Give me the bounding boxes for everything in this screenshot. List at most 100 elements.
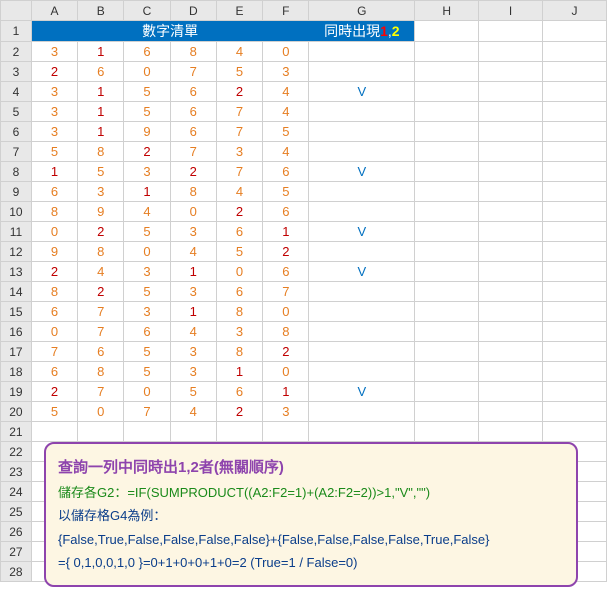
result-cell[interactable]: [309, 242, 415, 262]
row-header[interactable]: 27: [1, 542, 32, 562]
data-cell[interactable]: 8: [216, 342, 262, 362]
data-cell[interactable]: 3: [124, 262, 170, 282]
data-cell[interactable]: 0: [78, 402, 124, 422]
result-cell[interactable]: [309, 182, 415, 202]
row-header[interactable]: 8: [1, 162, 32, 182]
data-cell[interactable]: 3: [170, 222, 216, 242]
row-header[interactable]: 16: [1, 322, 32, 342]
data-cell[interactable]: 1: [78, 42, 124, 62]
cell[interactable]: [542, 182, 606, 202]
col-header-F[interactable]: F: [263, 1, 309, 21]
result-cell[interactable]: [309, 202, 415, 222]
row-header[interactable]: 26: [1, 522, 32, 542]
data-cell[interactable]: 4: [263, 82, 309, 102]
row-header[interactable]: 14: [1, 282, 32, 302]
data-cell[interactable]: 3: [216, 142, 262, 162]
data-cell[interactable]: 6: [216, 382, 262, 402]
cell[interactable]: [542, 422, 606, 442]
data-cell[interactable]: 3: [31, 102, 77, 122]
col-header-E[interactable]: E: [216, 1, 262, 21]
cell[interactable]: [479, 242, 543, 262]
row-header[interactable]: 6: [1, 122, 32, 142]
data-cell[interactable]: 6: [263, 162, 309, 182]
cell[interactable]: [542, 302, 606, 322]
cell[interactable]: [542, 142, 606, 162]
row-header[interactable]: 11: [1, 222, 32, 242]
data-cell[interactable]: 6: [31, 182, 77, 202]
result-cell[interactable]: V: [309, 82, 415, 102]
data-cell[interactable]: 7: [124, 402, 170, 422]
cell[interactable]: [415, 322, 479, 342]
data-cell[interactable]: 8: [170, 182, 216, 202]
data-cell[interactable]: 6: [170, 102, 216, 122]
data-cell[interactable]: 2: [263, 242, 309, 262]
data-cell[interactable]: 8: [31, 282, 77, 302]
cell[interactable]: [542, 62, 606, 82]
data-cell[interactable]: 6: [263, 202, 309, 222]
row-header[interactable]: 9: [1, 182, 32, 202]
cell[interactable]: [479, 142, 543, 162]
row-header[interactable]: 19: [1, 382, 32, 402]
row-header[interactable]: 17: [1, 342, 32, 362]
result-cell[interactable]: V: [309, 222, 415, 242]
corner-cell[interactable]: [1, 1, 32, 21]
cell[interactable]: [415, 422, 479, 442]
data-cell[interactable]: 8: [170, 42, 216, 62]
data-cell[interactable]: 5: [124, 362, 170, 382]
cell[interactable]: [78, 422, 124, 442]
cell[interactable]: [542, 102, 606, 122]
cell[interactable]: [415, 222, 479, 242]
cell[interactable]: [479, 262, 543, 282]
cell[interactable]: [479, 42, 543, 62]
data-cell[interactable]: 8: [78, 362, 124, 382]
cell[interactable]: [479, 62, 543, 82]
data-cell[interactable]: 7: [170, 62, 216, 82]
cell[interactable]: [415, 62, 479, 82]
data-cell[interactable]: 5: [31, 142, 77, 162]
result-cell[interactable]: [309, 322, 415, 342]
data-cell[interactable]: 0: [31, 322, 77, 342]
data-cell[interactable]: 3: [216, 322, 262, 342]
cell[interactable]: [479, 182, 543, 202]
data-cell[interactable]: 6: [124, 42, 170, 62]
cell[interactable]: [542, 222, 606, 242]
data-cell[interactable]: 2: [31, 62, 77, 82]
data-cell[interactable]: 4: [78, 262, 124, 282]
result-cell[interactable]: [309, 282, 415, 302]
data-cell[interactable]: 1: [170, 302, 216, 322]
data-cell[interactable]: 0: [263, 42, 309, 62]
row-header[interactable]: 18: [1, 362, 32, 382]
row-header[interactable]: 4: [1, 82, 32, 102]
cell[interactable]: [479, 162, 543, 182]
result-cell[interactable]: [309, 102, 415, 122]
data-cell[interactable]: 1: [216, 362, 262, 382]
data-cell[interactable]: 4: [170, 242, 216, 262]
data-cell[interactable]: 6: [170, 82, 216, 102]
data-cell[interactable]: 4: [263, 142, 309, 162]
cell[interactable]: [479, 282, 543, 302]
data-cell[interactable]: 9: [31, 242, 77, 262]
cell[interactable]: [479, 362, 543, 382]
data-cell[interactable]: 6: [31, 302, 77, 322]
cell[interactable]: [479, 202, 543, 222]
result-cell[interactable]: [309, 302, 415, 322]
data-cell[interactable]: 3: [31, 122, 77, 142]
row-header[interactable]: 20: [1, 402, 32, 422]
data-cell[interactable]: 5: [263, 122, 309, 142]
data-cell[interactable]: 0: [170, 202, 216, 222]
cell[interactable]: [415, 21, 479, 42]
data-cell[interactable]: 3: [31, 82, 77, 102]
cell[interactable]: [415, 382, 479, 402]
cell[interactable]: [479, 21, 543, 42]
data-cell[interactable]: 6: [78, 342, 124, 362]
cell[interactable]: [479, 422, 543, 442]
cell[interactable]: [479, 342, 543, 362]
row-header[interactable]: 5: [1, 102, 32, 122]
result-cell[interactable]: [309, 362, 415, 382]
cell[interactable]: [124, 422, 170, 442]
data-cell[interactable]: 4: [263, 102, 309, 122]
cell[interactable]: [542, 342, 606, 362]
cell[interactable]: [216, 422, 262, 442]
cell[interactable]: [542, 262, 606, 282]
result-cell[interactable]: [309, 122, 415, 142]
